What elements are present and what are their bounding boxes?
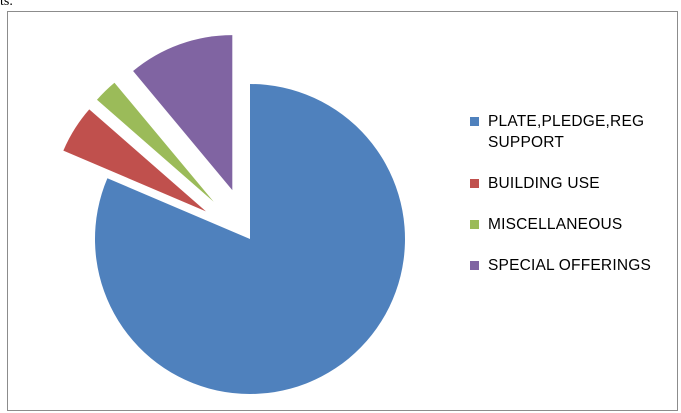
pie-slice-miscellaneous [96,82,214,202]
legend-swatch-plate-pledge [470,117,479,126]
caption-fragment: ts. [0,0,13,9]
legend-label-building-use: BUILDING USE [488,175,600,192]
pie-chart [63,35,405,394]
legend-label-special-offerings: SPECIAL OFFERINGS [488,257,652,274]
legend-label-miscellaneous: MISCELLANEOUS [488,216,623,233]
legend-item-plate-pledge: PLATE,PLEDGE,REG SUPPORT [458,111,681,153]
legend-swatch-special-offerings [470,261,479,270]
legend-swatch-miscellaneous [470,220,479,229]
pie-slice-building-use [63,109,206,212]
pie-slice-special-offerings [133,35,233,191]
legend-swatch-building-use [470,179,479,188]
legend: PLATE,PLEDGE,REG SUPPORT BUILDING USE MI… [458,111,681,276]
legend-item-miscellaneous: MISCELLANEOUS [458,214,681,235]
chart-frame: PLATE,PLEDGE,REG SUPPORT BUILDING USE MI… [7,11,678,411]
legend-item-building-use: BUILDING USE [458,173,681,194]
legend-label-plate-pledge: PLATE,PLEDGE,REG SUPPORT [488,113,645,151]
pie-slice-plate-pledge [94,84,405,394]
legend-item-special-offerings: SPECIAL OFFERINGS [458,255,681,276]
